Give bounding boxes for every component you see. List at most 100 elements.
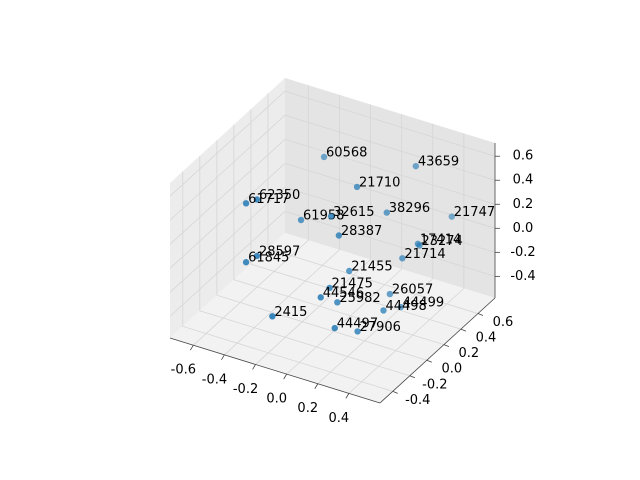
point-label: 21747 <box>454 205 495 220</box>
point <box>320 153 328 161</box>
point <box>416 242 423 249</box>
x-tick-label: -0.6 <box>171 363 196 378</box>
z-tick-label: 0.2 <box>513 197 534 212</box>
point <box>412 162 420 170</box>
x-tick <box>221 354 225 361</box>
point-label: 28597 <box>259 244 300 259</box>
point <box>331 324 338 332</box>
point <box>386 290 394 298</box>
point-label: 60568 <box>326 145 367 160</box>
point-label: 21455 <box>351 260 392 275</box>
grid-line <box>169 162 496 269</box>
point <box>253 196 261 203</box>
point-label: 61717 <box>248 192 289 207</box>
point-label: 62350 <box>259 188 300 203</box>
grid-line <box>169 210 496 317</box>
point <box>242 200 250 207</box>
point <box>297 216 305 224</box>
x-tick-label: 0.4 <box>329 411 350 426</box>
point-label: 32615 <box>333 205 374 220</box>
point-label: 44497 <box>337 317 378 332</box>
point-label: 17414 <box>420 232 461 247</box>
point <box>253 252 261 260</box>
pane-back <box>285 78 495 298</box>
x-tick <box>189 345 194 351</box>
x-tick-label: 0.2 <box>297 401 318 416</box>
y-axis <box>379 297 496 404</box>
point <box>380 307 387 314</box>
y-tick <box>477 313 484 316</box>
point <box>383 209 390 216</box>
point-label: 61845 <box>248 251 289 266</box>
y-tick-label: -0.2 <box>422 377 447 392</box>
x-tick-label: 0.0 <box>266 392 287 407</box>
point <box>335 232 343 239</box>
point-label: 23274 <box>421 234 462 249</box>
y-tick-label: 0.2 <box>459 346 480 361</box>
pane-left <box>170 78 285 338</box>
x-tick <box>314 383 319 389</box>
point-label: 25982 <box>339 291 380 306</box>
z-tick-label: -0.4 <box>510 269 535 284</box>
x-tick <box>283 373 288 380</box>
pane-floor <box>170 233 495 403</box>
point <box>242 259 250 266</box>
grid-line <box>182 171 393 392</box>
grid-line <box>317 123 434 385</box>
y-tick <box>409 375 415 379</box>
y-tick <box>443 344 450 348</box>
z-tick-label: -0.2 <box>510 245 535 260</box>
point-label: 21710 <box>359 175 400 190</box>
x-tick-label: -0.2 <box>233 382 258 397</box>
point <box>327 213 335 220</box>
point-label: 2415 <box>274 305 307 320</box>
x-tick <box>252 364 256 370</box>
grid-line <box>267 93 479 314</box>
point <box>354 328 361 335</box>
point <box>397 303 404 311</box>
point-label: 44546 <box>323 286 364 301</box>
point-label: 44498 <box>385 299 426 314</box>
point <box>326 284 333 292</box>
x-axis <box>169 337 381 404</box>
y-tick <box>426 359 433 363</box>
grid-line <box>255 104 371 365</box>
grid-line <box>224 94 340 356</box>
point-label: 27906 <box>360 320 401 335</box>
point-label: 61958 <box>303 209 344 224</box>
point-label: 44499 <box>403 296 444 311</box>
z-tick-label: 0.0 <box>513 221 534 236</box>
z-tick-label: 0.6 <box>513 149 534 164</box>
grid-line <box>250 109 462 330</box>
grid-line <box>169 138 496 245</box>
y-tick <box>392 390 398 394</box>
grid-line <box>286 114 403 375</box>
point <box>269 313 276 320</box>
point <box>448 213 455 220</box>
x-tick-label: -0.4 <box>202 372 227 387</box>
point <box>334 299 341 306</box>
grid-line <box>348 133 465 394</box>
z-tick-label: 0.4 <box>513 173 534 188</box>
y-tick <box>460 328 467 332</box>
point <box>353 183 361 191</box>
grid-line <box>169 186 496 293</box>
x-tick <box>345 393 350 399</box>
point-label: 21475 <box>332 276 373 291</box>
point-label: 43659 <box>418 155 459 170</box>
point-label: 28387 <box>341 224 382 239</box>
y-tick-label: 0.6 <box>493 315 514 330</box>
grid-line <box>169 114 496 221</box>
grid-line <box>216 140 427 361</box>
point <box>346 267 353 275</box>
grid-line <box>233 124 445 346</box>
grid-line <box>169 90 496 197</box>
point-label: 38296 <box>389 201 430 216</box>
y-tick-label: 0.0 <box>442 362 463 377</box>
point <box>317 294 324 301</box>
point-label: 21714 <box>404 247 445 262</box>
point-label: 26057 <box>392 283 433 298</box>
grid-line <box>199 155 410 377</box>
y-tick-label: -0.4 <box>405 393 430 408</box>
